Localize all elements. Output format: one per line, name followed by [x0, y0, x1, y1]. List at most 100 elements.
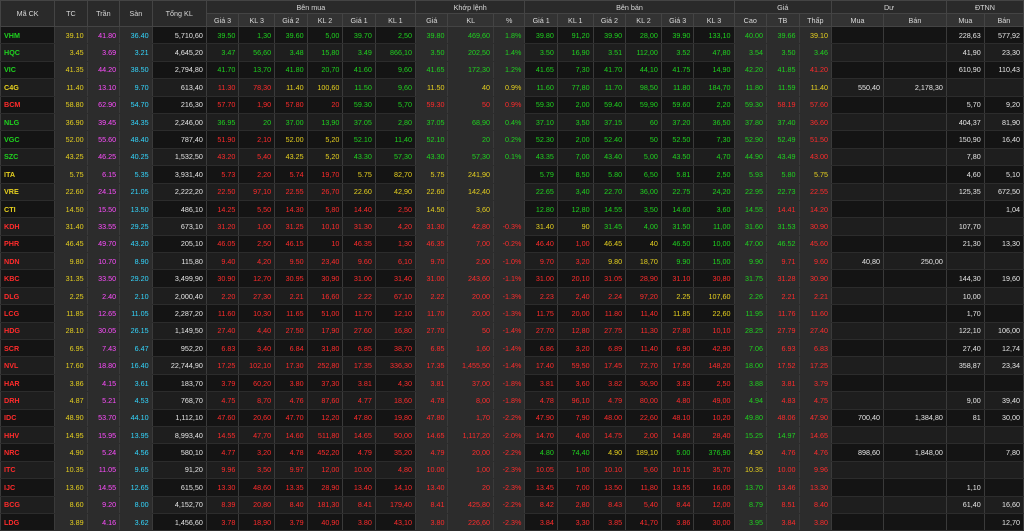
table-row[interactable]: VIC 41.35 44.20 38.50 2,794,80 41.70 13,70 41.8…: [0, 61, 1024, 80]
symbol-cell[interactable]: C4G: [0, 78, 56, 97]
total-volume-cell: 768,70: [151, 391, 207, 410]
symbol-cell[interactable]: SCR: [0, 339, 56, 358]
col-total-volume-header[interactable]: Tổng KL: [151, 0, 207, 27]
symbol-cell[interactable]: HHV: [0, 426, 56, 445]
table-row[interactable]: SCR 6.95 7.43 6.47 952,20 6.83 3,40 6.84 31,80 6.…: [0, 339, 1024, 358]
table-row[interactable]: HQC 3.45 3.69 3.21 4,645,20 3.47 56,60 3.48 15,8…: [0, 43, 1024, 62]
table-row[interactable]: HAR 3.86 4.15 3.61 183,70 3.79 60,20 3.80 37,30 3…: [0, 374, 1024, 393]
sell-vol3-cell: 148,20: [693, 356, 735, 375]
col-high-header[interactable]: Cao: [733, 13, 767, 27]
col-remaining-buy-header[interactable]: Mua: [831, 13, 885, 27]
col-foreign-sell-header[interactable]: Bán: [983, 13, 1024, 27]
table-row[interactable]: ITA 5.75 6.15 5.35 3,931,40 5.73 2,20 5.74 19,70…: [0, 165, 1024, 184]
col-avg-header[interactable]: TB: [766, 13, 800, 27]
table-row[interactable]: NVL 17.60 18.80 16.40 22,744,90 17.25 102,10 17…: [0, 356, 1024, 375]
col-symbol-header[interactable]: Mã CK: [0, 0, 56, 27]
symbol-cell[interactable]: IDC: [0, 409, 56, 427]
col-ceiling-header[interactable]: Trần: [86, 0, 121, 27]
col-remaining-sell-header[interactable]: Bán: [883, 13, 947, 27]
match-price-cell: 11.50: [414, 78, 449, 97]
high-price-cell: 3.88: [733, 374, 767, 393]
symbol-cell[interactable]: CTI: [0, 200, 56, 219]
high-price-cell: 4.90: [733, 443, 767, 462]
symbol-cell[interactable]: IJC: [0, 478, 56, 497]
buy-price2-cell: 5.74: [274, 165, 308, 184]
table-row[interactable]: VGC 52.00 55.60 48.40 787,40 51.90 2,10 52.00 5,…: [0, 130, 1024, 149]
col-ref-header[interactable]: TC: [54, 0, 88, 27]
symbol-cell[interactable]: NVL: [0, 356, 56, 375]
symbol-cell[interactable]: SZC: [0, 148, 56, 167]
symbol-cell[interactable]: NRC: [0, 443, 56, 462]
table-row[interactable]: IDC 48.90 53.70 44.10 1,112,10 47.60 20,60 47.7…: [0, 409, 1024, 427]
table-row[interactable]: LDG 3.89 4.16 3.62 1,456,60 3.78 18,90 3.79 40,9…: [0, 513, 1024, 531]
col-sell-vol1-header[interactable]: KL 1: [556, 13, 594, 27]
table-row[interactable]: DLG 2.25 2.40 2.10 2,000,40 2.20 27,30 2.21 16,6…: [0, 287, 1024, 306]
table-row[interactable]: NLG 36.90 39.45 34.35 2,246,00 36.95 20 37.00 13…: [0, 113, 1024, 132]
symbol-cell[interactable]: NDN: [0, 252, 56, 271]
buy-vol3-cell: 3,20: [238, 443, 276, 462]
table-row[interactable]: SZC 43.25 46.25 40.25 1,532,50 43.20 5,40 43.25…: [0, 148, 1024, 167]
col-sell-price3-header[interactable]: Giá 3: [660, 13, 695, 27]
table-row[interactable]: VHM 39.10 41.80 36.40 5,710,60 39.50 1,30 39.60…: [0, 26, 1024, 45]
col-buy-vol3-header[interactable]: KL 3: [238, 13, 276, 27]
symbol-cell[interactable]: HAR: [0, 374, 56, 393]
symbol-cell[interactable]: DRH: [0, 391, 56, 410]
symbol-cell[interactable]: ITA: [0, 165, 56, 184]
symbol-cell[interactable]: ITC: [0, 461, 56, 480]
col-buy-price2-header[interactable]: Giá 2: [274, 13, 308, 27]
col-sell-price2-header[interactable]: Giá 2: [592, 13, 627, 27]
symbol-cell[interactable]: NLG: [0, 113, 56, 132]
symbol-cell[interactable]: VRE: [0, 183, 56, 201]
col-sell-vol2-header[interactable]: KL 2: [625, 13, 662, 27]
col-foreign-buy-header[interactable]: Mua: [945, 13, 985, 27]
col-sell-vol3-header[interactable]: KL 3: [693, 13, 735, 27]
table-row[interactable]: VRE 22.60 24.15 21.05 2,222,20 22.50 97,10 22.5…: [0, 183, 1024, 201]
symbol-cell[interactable]: VIC: [0, 61, 56, 80]
col-match-vol-header[interactable]: KL: [447, 13, 494, 27]
table-row[interactable]: HDG 28.10 30.05 26.15 1,149,50 27.40 4,40 27.50…: [0, 322, 1024, 341]
sell-vol3-cell: 14,90: [693, 61, 735, 80]
table-row[interactable]: HHV 14.95 15.95 13.95 8,993,40 14.55 47,70 14.6…: [0, 426, 1024, 445]
table-row[interactable]: ITC 10.35 11.05 9.65 91,20 9.96 3,50 9.97 12,00 1…: [0, 461, 1024, 480]
remaining-sell-cell: [883, 235, 947, 254]
col-sell-price1-header[interactable]: Giá 1: [524, 13, 558, 27]
table-row[interactable]: BCG 8.60 9.20 8.00 4,152,70 8.39 20,80 8.40 181,…: [0, 496, 1024, 514]
table-row[interactable]: CTI 14.50 15.50 13.50 486,10 14.25 5,50 14.30 5,…: [0, 200, 1024, 219]
col-low-header[interactable]: Thấp: [798, 13, 833, 27]
symbol-cell[interactable]: BCM: [0, 96, 56, 114]
sell-vol1-cell: 16,90: [556, 43, 594, 62]
table-row[interactable]: IJC 13.60 14.55 12.65 615,50 13.30 48,60 13.35 2…: [0, 478, 1024, 497]
symbol-cell[interactable]: KBC: [0, 269, 56, 288]
table-row[interactable]: LCG 11.85 12.65 11.05 2,287,20 11.60 10,30 11.6…: [0, 304, 1024, 323]
col-buy-price1-header[interactable]: Giá 1: [342, 13, 376, 27]
symbol-cell[interactable]: PHR: [0, 235, 56, 254]
table-row[interactable]: DRH 4.87 5.21 4.53 768,70 4.75 8,70 4.76 87,60 4.…: [0, 391, 1024, 410]
col-match-pct-header[interactable]: %: [492, 13, 526, 27]
col-buy-price3-header[interactable]: Giá 3: [205, 13, 240, 27]
col-floor-header[interactable]: Sàn: [119, 0, 153, 27]
table-row[interactable]: BCM 58.80 62.90 54.70 216,30 57.70 1,90 57.80 20…: [0, 96, 1024, 114]
table-row[interactable]: KDH 31.40 33.55 29.25 673,10 31.20 1,00 31.25 10…: [0, 217, 1024, 236]
table-row[interactable]: PHR 46.45 49.70 43.20 205,10 46.05 2,50 46.15 10…: [0, 235, 1024, 254]
symbol-cell[interactable]: LDG: [0, 513, 56, 531]
col-buy-vol2-header[interactable]: KL 2: [306, 13, 344, 27]
foreign-sell-cell: [983, 287, 1024, 306]
table-row[interactable]: C4G 11.40 13.10 9.70 613,40 11.30 78,30 11.40 10…: [0, 78, 1024, 97]
table-row[interactable]: NDN 9.80 10.70 8.90 115,80 9.40 4,20 9.50 23,40 9…: [0, 252, 1024, 271]
col-buy-vol1-header[interactable]: KL 1: [374, 13, 416, 27]
table-row[interactable]: KBC 31.35 33.50 29.20 3,499,90 30.90 12,70 30.9…: [0, 269, 1024, 288]
symbol-cell[interactable]: HDG: [0, 322, 56, 341]
symbol-cell[interactable]: VGC: [0, 130, 56, 149]
buy-price3-cell: 14.25: [205, 200, 240, 219]
symbol-cell[interactable]: BCG: [0, 496, 56, 514]
symbol-cell[interactable]: VHM: [0, 26, 56, 45]
symbol-cell[interactable]: LCG: [0, 304, 56, 323]
sell-vol3-cell: 35,70: [693, 461, 735, 480]
col-match-price-header[interactable]: Giá: [414, 13, 449, 27]
symbol-cell[interactable]: DLG: [0, 287, 56, 306]
avg-price-cell: 43.49: [766, 148, 800, 167]
sell-vol2-cell: 98,50: [625, 78, 662, 97]
symbol-cell[interactable]: HQC: [0, 43, 56, 62]
symbol-cell[interactable]: KDH: [0, 217, 56, 236]
table-row[interactable]: NRC 4.90 5.24 4.56 580,10 4.77 3,20 4.78 452,20 4…: [0, 443, 1024, 462]
